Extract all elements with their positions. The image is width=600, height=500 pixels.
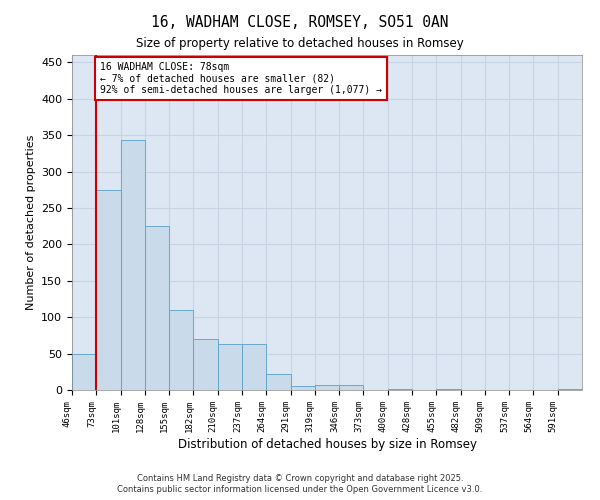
Bar <box>72 354 96 390</box>
Bar <box>266 374 290 390</box>
Bar <box>558 388 582 390</box>
Bar <box>315 385 339 390</box>
Bar <box>290 386 315 390</box>
X-axis label: Distribution of detached houses by size in Romsey: Distribution of detached houses by size … <box>178 438 476 450</box>
Bar <box>145 226 169 390</box>
Bar <box>96 190 121 390</box>
Text: Size of property relative to detached houses in Romsey: Size of property relative to detached ho… <box>136 38 464 51</box>
Text: Contains HM Land Registry data © Crown copyright and database right 2025.
Contai: Contains HM Land Registry data © Crown c… <box>118 474 482 494</box>
Text: 16 WADHAM CLOSE: 78sqm
← 7% of detached houses are smaller (82)
92% of semi-deta: 16 WADHAM CLOSE: 78sqm ← 7% of detached … <box>100 62 382 96</box>
Bar <box>339 385 364 390</box>
Bar <box>242 344 266 390</box>
Text: 16, WADHAM CLOSE, ROMSEY, SO51 0AN: 16, WADHAM CLOSE, ROMSEY, SO51 0AN <box>151 15 449 30</box>
Y-axis label: Number of detached properties: Number of detached properties <box>26 135 35 310</box>
Bar <box>218 344 242 390</box>
Bar <box>121 140 145 390</box>
Bar <box>193 339 218 390</box>
Bar <box>169 310 193 390</box>
